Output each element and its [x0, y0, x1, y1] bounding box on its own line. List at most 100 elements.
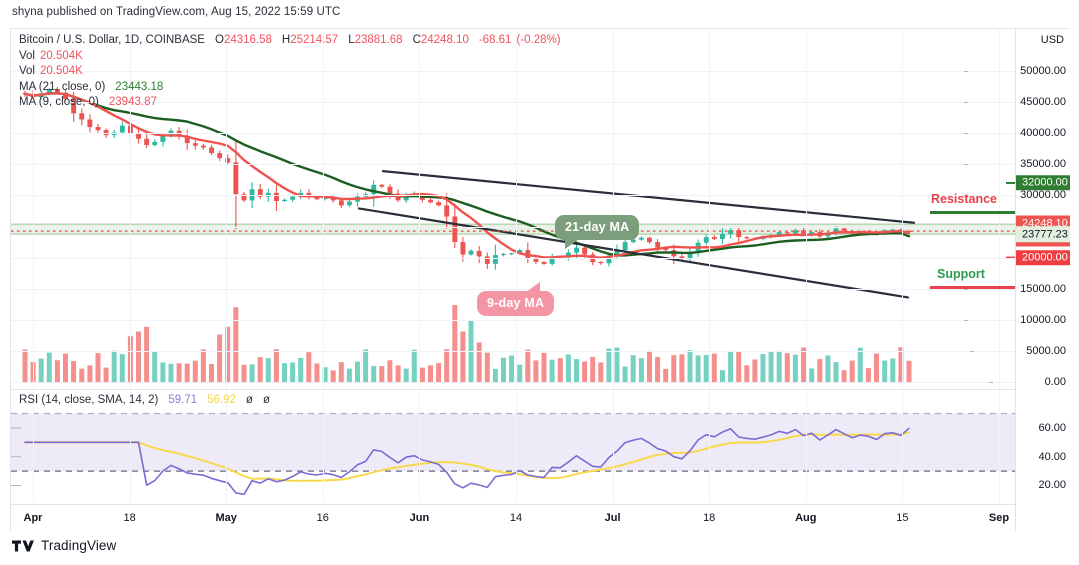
- candle-body: [647, 237, 652, 243]
- gridline-vertical: [999, 29, 1000, 389]
- volume-bar: [679, 354, 685, 383]
- volume-bar: [46, 352, 52, 383]
- candle-body: [906, 230, 912, 232]
- candle-body: [541, 262, 547, 264]
- rsi-axis-tick: 60.00: [1038, 421, 1066, 434]
- price-pane[interactable]: [11, 29, 1015, 389]
- footer-brand: TradingView: [12, 538, 116, 553]
- footer-brand-text: TradingView: [41, 538, 117, 553]
- volume-bar: [217, 334, 223, 383]
- price-axis-tick: 30000.00: [964, 189, 1066, 201]
- volume-bar: [752, 359, 758, 383]
- support-price-tag[interactable]: 20000.00: [1016, 249, 1070, 266]
- callout-9-day-ma[interactable]: 9-day MA: [477, 282, 555, 316]
- volume-bar: [38, 358, 44, 383]
- gridline-vertical: [322, 29, 324, 389]
- gridline-vertical: [709, 29, 711, 389]
- volume-bar: [647, 350, 652, 383]
- rsi-axis-tick: 40.00: [1038, 450, 1066, 463]
- candle-body: [833, 228, 839, 233]
- volume-bar: [379, 366, 385, 383]
- resistance-line[interactable]: [930, 211, 1015, 214]
- volume-bar: [233, 307, 239, 383]
- gridline-vertical: [226, 29, 228, 389]
- volume-bar: [79, 368, 85, 383]
- callout-tail-icon: [565, 239, 579, 249]
- price-axis[interactable]: USD 50000.00 45000.00 40000.00 35000.00 3000…: [964, 29, 1070, 531]
- volume-bar: [330, 370, 336, 383]
- gridline-vertical: [612, 390, 614, 503]
- candle-body: [582, 247, 588, 255]
- volume-bar: [801, 347, 807, 383]
- volume-bar: [898, 347, 904, 383]
- price-axis-tick: 15000.00: [964, 283, 1066, 295]
- time-axis-tick: Apr: [23, 512, 43, 524]
- lower-band-tag-value: 23777.23: [1022, 227, 1068, 240]
- tick-dash: [964, 133, 969, 135]
- volume-bar: [265, 358, 271, 383]
- time-axis[interactable]: Apr 18 May 16 Jun 14 Jul 18 Aug 15 Sep: [11, 504, 1015, 532]
- rsi-legend[interactable]: RSI (14, close, SMA, 14, 2) 59.71 56.92 ø ø: [19, 393, 270, 409]
- gridline-vertical: [419, 29, 421, 389]
- tick-dash: [964, 195, 969, 197]
- lower-band-tag[interactable]: 23777.23: [1016, 226, 1070, 242]
- candle-body: [687, 252, 693, 259]
- volume-bar: [249, 364, 255, 383]
- volume-bar: [728, 350, 734, 383]
- callout-21-day-ma[interactable]: 21-day MA: [555, 215, 640, 249]
- candle-body: [160, 135, 166, 142]
- candle-body: [549, 256, 555, 264]
- gridline-vertical: [805, 390, 807, 503]
- candle-body: [598, 262, 604, 264]
- candle-body: [436, 202, 442, 206]
- volume-bar: [444, 349, 450, 383]
- volume-bar: [95, 353, 101, 383]
- time-axis-tick: Jul: [604, 512, 621, 524]
- candle-body: [168, 130, 174, 136]
- ma9-line: [23, 92, 911, 259]
- candle-body: [249, 189, 255, 201]
- ma21-line: [23, 92, 911, 257]
- volume-bar: [655, 356, 661, 383]
- support-line[interactable]: [930, 286, 1015, 289]
- gridline-vertical: [322, 390, 324, 503]
- gridline-horizontal: [11, 102, 1015, 104]
- candle-body: [452, 216, 458, 242]
- gridline-vertical: [33, 29, 34, 389]
- candle-body: [468, 250, 474, 255]
- volume-bar: [144, 326, 150, 383]
- candle-body: [330, 197, 336, 201]
- price-axis-tick: 35000.00: [964, 158, 1066, 170]
- candle-body: [379, 184, 385, 187]
- rsi-pane[interactable]: [11, 390, 1015, 503]
- volume-bar: [622, 366, 628, 383]
- volume-bar: [71, 361, 77, 383]
- tick-dash: [964, 102, 969, 104]
- volume-bar: [687, 350, 693, 383]
- volume-bar: [452, 305, 458, 383]
- time-axis-tick: 18: [123, 512, 136, 524]
- resistance-price-tag[interactable]: 32000.00: [1016, 175, 1070, 191]
- candle-body: [338, 200, 344, 206]
- descending-support-trendline[interactable]: [357, 207, 910, 299]
- volume-bar: [817, 359, 823, 383]
- chart-container[interactable]: Bitcoin / U.S. Dollar, 1D, COINBASE O2431…: [10, 28, 1070, 532]
- candle-body: [225, 158, 231, 163]
- gridline-vertical: [226, 390, 228, 503]
- candle-body: [63, 92, 68, 99]
- volume-bar: [565, 354, 571, 383]
- volume-bar: [355, 361, 360, 383]
- volume-bar: [541, 352, 547, 383]
- candle-body: [46, 89, 52, 94]
- candle-body: [606, 255, 612, 264]
- candle-body: [728, 230, 733, 234]
- candle-body: [314, 197, 320, 200]
- volume-bar: [322, 367, 328, 383]
- volume-bar: [841, 370, 847, 383]
- volume-bar: [792, 354, 798, 383]
- candle-body: [257, 189, 263, 197]
- volume-bar: [598, 362, 604, 383]
- candle-body: [144, 138, 150, 145]
- volume-bar: [387, 360, 393, 383]
- descending-resistance-trendline[interactable]: [381, 170, 916, 224]
